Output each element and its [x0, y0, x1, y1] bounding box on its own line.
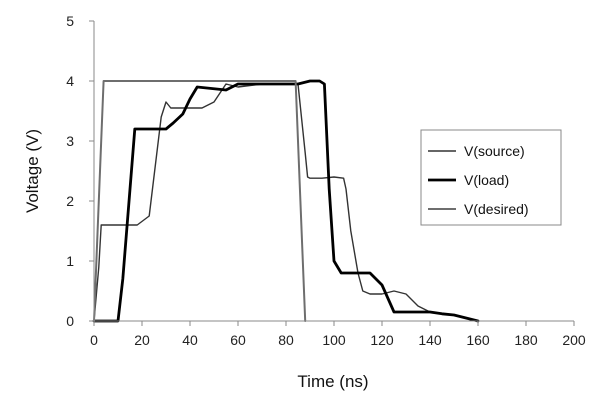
- y-tick-label: 5: [66, 13, 74, 29]
- x-tick-label: 20: [134, 332, 150, 348]
- x-tick-label: 0: [90, 332, 98, 348]
- x-tick-label: 40: [182, 332, 198, 348]
- series-line-1: [93, 83, 479, 322]
- series-line-3: [93, 80, 307, 322]
- y-tick-label: 4: [66, 73, 74, 89]
- x-tick-label: 80: [278, 332, 294, 348]
- y-axis-title: Voltage (V): [23, 129, 42, 213]
- y-tick-label: 1: [66, 253, 74, 269]
- x-tick-label: 160: [466, 332, 490, 348]
- y-tick-group: 0 1 2 3 4 5: [66, 13, 94, 329]
- x-tick-group: 0 20 40 60 80 100 120 140 160 180 200: [90, 321, 586, 348]
- legend-label: V(source): [464, 143, 525, 159]
- x-tick-label: 120: [370, 332, 394, 348]
- y-tick-label: 2: [66, 193, 74, 209]
- y-tick-label: 3: [66, 133, 74, 149]
- y-tick-label: 0: [66, 313, 74, 329]
- x-tick-label: 60: [230, 332, 246, 348]
- legend-label: V(desired): [464, 201, 529, 217]
- series-layer: [92, 79, 480, 323]
- legend: V(source) V(load) V(desired): [428, 143, 529, 217]
- x-tick-label: 180: [514, 332, 538, 348]
- x-axis-title: Time (ns): [297, 372, 368, 391]
- x-tick-label: 140: [418, 332, 442, 348]
- x-tick-label: 100: [322, 332, 346, 348]
- legend-label: V(load): [464, 172, 509, 188]
- series-line-2: [92, 79, 480, 323]
- x-tick-label: 200: [562, 332, 586, 348]
